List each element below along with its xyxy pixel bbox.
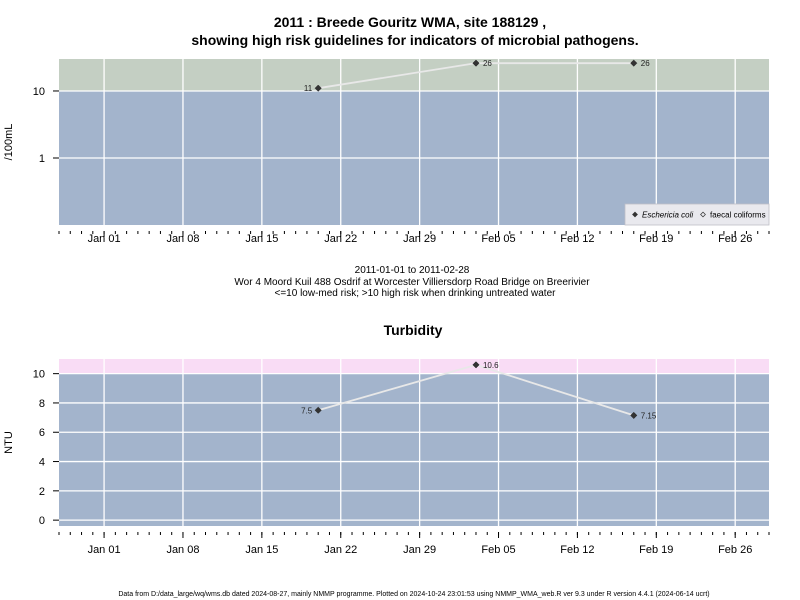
chart1-title-line1: 2011 : Breede Gouritz WMA, site 188129 , <box>274 14 546 30</box>
chart1-xtick-label-4: Jan 29 <box>403 233 436 245</box>
chart1-legend-marker-1 <box>700 211 706 218</box>
chart2-band-0 <box>59 359 769 374</box>
chart1-legend-box <box>624 203 770 226</box>
footer-note: Data from D:/data_large/wq/wms.db dated … <box>118 591 709 598</box>
chart2-xtick-label-0: Jan 01 <box>88 544 121 556</box>
chart1-ytick-label-1: 10 <box>33 86 45 98</box>
chart2-point-label-0: 7.5 <box>301 406 313 415</box>
chart1-xtick-label-1: Jan 08 <box>166 233 199 245</box>
chart1-xtick-label-2: Jan 15 <box>245 233 278 245</box>
chart1-point-1 <box>472 59 480 67</box>
chart2-panel: 0 2 4 6 8 10 NTU Jan 01 Jan 08 Jan 15 Jan 22 Jan 29… <box>3 359 770 556</box>
chart2-point-2 <box>630 411 638 419</box>
chart2-xtick-label-2: Jan 15 <box>245 544 278 556</box>
chart2-ytick-label-4: 8 <box>39 398 45 410</box>
chart1-point-2 <box>630 59 638 67</box>
chart2-ylabel: NTU <box>3 431 15 454</box>
chart1-title-line2: showing high risk guidelines for indicat… <box>191 32 638 48</box>
chart1-point-label-1: 26 <box>483 59 492 68</box>
chart1-legend-marker-0 <box>632 211 638 218</box>
chart2-point-label-2: 7.15 <box>641 411 657 420</box>
chart1-caption-risk: <=10 low-med risk; >10 high risk when dr… <box>275 288 557 299</box>
chart2-ytick-label-0: 0 <box>39 515 45 527</box>
chart2-xtick-label-7: Feb 19 <box>639 544 673 556</box>
chart2-band-1 <box>59 373 769 526</box>
chart2-point-label-1: 10.6 <box>483 361 499 370</box>
chart2-ytick-label-5: 10 <box>33 369 45 381</box>
chart2-ytick-label-3: 6 <box>39 427 45 439</box>
chart2-point-0 <box>314 406 322 414</box>
chart1-panel: 1 10/100mL Jan 01 Jan 08 Jan 15 Jan 22 Jan 29 F… <box>3 59 770 245</box>
chart1-xtick-label-7: Feb 19 <box>639 233 673 245</box>
chart1-xtick-label-8: Feb 26 <box>718 233 752 245</box>
chart2-xtick-label-8: Feb 26 <box>718 544 752 556</box>
chart2-xtick-label-6: Feb 12 <box>560 544 594 556</box>
chart2-xtick-label-5: Feb 05 <box>481 544 515 556</box>
chart1-caption-site: Wor 4 Moord Kuil 488 Osdrif at Worcester… <box>234 277 590 288</box>
chart2-title: Turbidity <box>384 322 443 338</box>
chart1-ylabel: /100mL <box>3 124 15 161</box>
chart2-xtick-label-4: Jan 29 <box>403 544 436 556</box>
chart1-point-label-2: 26 <box>641 59 650 68</box>
chart2-xtick-label-1: Jan 08 <box>166 544 199 556</box>
chart1-band-0 <box>59 59 769 91</box>
chart2-ytick-label-1: 2 <box>39 486 45 498</box>
chart2-ytick-label-2: 4 <box>39 457 45 469</box>
chart1-point-0 <box>314 84 322 92</box>
chart1-ytick-label-0: 1 <box>39 153 45 165</box>
chart1-xtick-label-5: Feb 05 <box>481 233 515 245</box>
chart1-legend-label-0: Eschericia coli <box>642 211 693 220</box>
chart2-xtick-label-3: Jan 22 <box>324 544 357 556</box>
chart2-point-1 <box>472 361 480 369</box>
chart1-xtick-label-0: Jan 01 <box>88 233 121 245</box>
chart1-legend-label-1: faecal coliforms <box>710 211 766 220</box>
chart1-xtick-label-6: Feb 12 <box>560 233 594 245</box>
chart1-caption-daterange: 2011-01-01 to 2011-02-28 <box>355 265 470 276</box>
chart1-xtick-label-3: Jan 22 <box>324 233 357 245</box>
chart1-point-label-0: 11 <box>304 84 313 93</box>
